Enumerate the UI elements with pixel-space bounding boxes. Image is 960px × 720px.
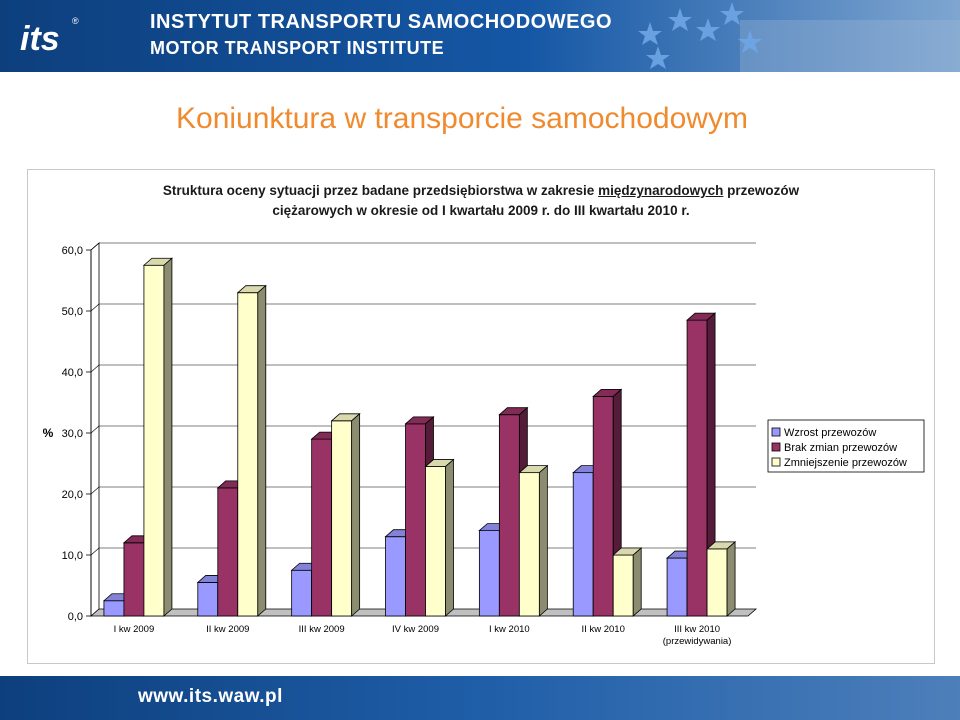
y-tick-label: 0,0 xyxy=(68,611,83,623)
logo-text: its xyxy=(20,20,60,58)
gridline-side xyxy=(90,486,100,495)
y-tick-label: 30,0 xyxy=(62,428,83,440)
gridline-side xyxy=(90,547,100,556)
logo-registered-mark: ® xyxy=(72,16,79,26)
chart-title-part2: przewozów xyxy=(723,183,800,198)
chart-title-part1: Struktura oceny sytuacji przez badane pr… xyxy=(162,183,599,198)
eu-stars-decoration xyxy=(638,2,960,72)
y-tick-label: 10,0 xyxy=(62,550,83,562)
legend-swatch xyxy=(771,457,781,467)
bar-side xyxy=(726,541,736,617)
y-axis-label: % xyxy=(43,426,54,440)
x-tick-label: I kw 2009 xyxy=(114,624,155,635)
x-tick-label: III kw 2010 xyxy=(674,624,720,635)
bar-chart: 0,0 10,0 20,0 30,0 40,0 50,0 60,0% I kw 2009 II … xyxy=(43,242,925,647)
legend-label: Wzrost przewozów xyxy=(784,427,876,439)
bar-front xyxy=(385,536,406,617)
slide-title: Koniunktura w transporcie samochodowym xyxy=(176,102,748,135)
gridline-side xyxy=(90,364,100,373)
legend-swatch xyxy=(771,442,781,452)
x-tick-label: I kw 2010 xyxy=(489,624,530,635)
x-tick-label: II kw 2009 xyxy=(206,624,249,635)
footer-banner: www.its.waw.pl xyxy=(0,676,960,720)
x-tick-label: II kw 2010 xyxy=(582,624,625,635)
institute-name-pl: INSTYTUT TRANSPORTU SAMOCHODOWEGO xyxy=(150,11,613,33)
bar-side xyxy=(351,412,361,617)
bar-front xyxy=(572,472,594,617)
bar-front xyxy=(103,600,125,617)
bar-front xyxy=(686,319,708,617)
x-tick-label: (przewidywania) xyxy=(663,636,732,647)
bar-front xyxy=(498,414,520,617)
slide-content: Koniunktura w transporcie samochodowym S… xyxy=(0,72,960,676)
institute-name-en: MOTOR TRANSPORT INSTITUTE xyxy=(150,38,445,58)
bar-front xyxy=(478,530,500,617)
bar-front xyxy=(143,264,165,617)
bar-front xyxy=(425,466,446,617)
bar-front xyxy=(237,292,259,617)
x-tick-label: III kw 2009 xyxy=(299,624,345,635)
bar-side xyxy=(257,284,267,617)
its-logo: its ® xyxy=(20,16,79,58)
chart-title-underlined: międzynarodowych xyxy=(598,183,724,198)
bar-side xyxy=(445,458,454,617)
bar-front xyxy=(666,557,688,617)
bar-front xyxy=(291,569,313,617)
gridline-side xyxy=(90,242,100,251)
bar-front xyxy=(706,548,728,617)
bar-front xyxy=(197,582,219,617)
y-tick-label: 50,0 xyxy=(62,306,83,318)
chart-title-line2: ciężarowych w okresie od I kwartału 2009… xyxy=(272,203,690,218)
bar-front xyxy=(518,472,540,617)
y-tick-label: 40,0 xyxy=(62,367,83,379)
bar-side xyxy=(632,547,642,617)
chart-panel: Struktura oceny sytuacji przez badane pr… xyxy=(27,169,935,664)
footer-url: www.its.waw.pl xyxy=(138,686,283,707)
legend-box xyxy=(767,419,925,473)
y-tick-label: 60,0 xyxy=(62,245,83,257)
bar-front xyxy=(217,487,239,617)
gridline-side xyxy=(90,303,100,312)
bar-front xyxy=(311,438,333,617)
legend-label: Zmniejszenie przewozów xyxy=(784,457,907,469)
bar-front xyxy=(612,554,634,617)
chart-title: Struktura oceny sytuacji przez badane pr… xyxy=(28,181,934,221)
y-tick-label: 20,0 xyxy=(62,489,83,501)
header-banner: its ® INSTYTUT TRANSPORTU SAMOCHODOWEGO … xyxy=(0,0,960,72)
bar-front xyxy=(405,423,426,617)
legend-label: Brak zmian przewozów xyxy=(784,442,897,454)
bar-side xyxy=(163,257,173,617)
gridline-side xyxy=(90,425,100,434)
bar-front xyxy=(592,395,614,617)
bar-front xyxy=(123,542,145,617)
x-tick-label: IV kw 2009 xyxy=(392,624,439,635)
bar-front xyxy=(331,420,353,617)
legend-swatch xyxy=(771,427,781,437)
bar-side xyxy=(538,464,548,617)
